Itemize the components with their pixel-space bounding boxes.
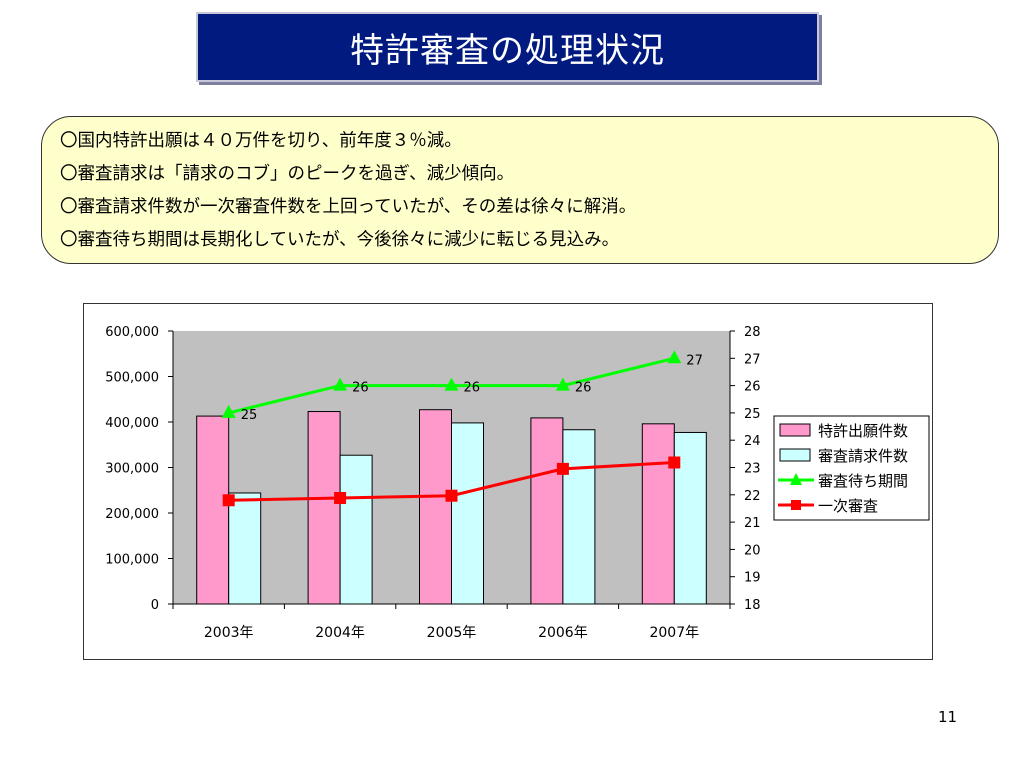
combo-chart: 0 100,000 200,000 300,000 400,000 500,000 600,…	[105, 325, 930, 641]
data-label-wait-period: 26	[575, 381, 592, 396]
x-axis-tick-label: 2007年	[649, 625, 699, 641]
note-line: 〇国内特許出願は４０万件を切り、前年度３％減。	[60, 131, 462, 151]
bar-application	[419, 409, 452, 605]
point-wait-period	[333, 377, 348, 391]
legend-swatch	[779, 448, 811, 462]
legend-label: 審査請求件数	[818, 447, 908, 465]
chart-frame: 0 100,000 200,000 300,000 400,000 500,000 600,…	[83, 303, 933, 660]
point-wait-period	[221, 404, 236, 418]
data-label-wait-period: 26	[464, 381, 481, 396]
point-wait-period	[444, 377, 459, 391]
notes-box: 〇国内特許出願は４０万件を切り、前年度３％減。 〇審査請求は「請求のコブ」のピー…	[41, 116, 999, 264]
data-label-wait-period: 26	[352, 381, 369, 396]
left-axis-tick-label: 0	[151, 598, 159, 613]
right-axis-tick-label: 21	[744, 516, 761, 531]
note-line: 〇審査請求は「請求のコブ」のピークを過ぎ、減少傾向。	[60, 164, 515, 184]
point-wait-period	[667, 350, 682, 364]
bar-request	[339, 454, 373, 605]
legend-label: 審査待ち期間	[818, 472, 908, 490]
data-label-wait-period: 27	[686, 353, 703, 368]
data-label-wait-period: 25	[241, 408, 258, 423]
left-axis-tick-label: 400,000	[105, 416, 159, 431]
right-axis-tick-label: 20	[744, 543, 761, 558]
point-first-exam	[668, 456, 681, 469]
left-axis-tick-label: 300,000	[105, 462, 159, 477]
left-axis-tick-label: 200,000	[105, 507, 159, 522]
page-number: 11	[938, 708, 958, 726]
x-axis-tick-label: 2003年	[204, 625, 254, 641]
point-first-exam	[334, 491, 347, 504]
point-first-exam	[222, 494, 235, 507]
slide-title: 特許審査の処理状況	[196, 12, 819, 82]
legend-marker	[790, 473, 802, 485]
legend-marker	[791, 500, 801, 510]
legend-swatch	[779, 423, 811, 437]
right-axis-tick-label: 28	[744, 325, 761, 340]
bar-application	[641, 423, 675, 605]
left-axis-tick-label: 600,000	[105, 325, 159, 340]
bar-request	[228, 492, 262, 605]
bar-request	[451, 422, 484, 605]
right-axis-tick-label: 25	[744, 407, 761, 422]
right-axis-tick-label: 24	[744, 434, 761, 449]
left-axis-tick-label: 100,000	[105, 553, 159, 568]
bar-application	[307, 411, 341, 605]
right-axis-tick-label: 23	[744, 462, 761, 477]
point-first-exam	[556, 462, 569, 475]
bar-application	[530, 417, 564, 605]
bar-application	[196, 415, 230, 605]
right-axis-tick-label: 19	[744, 571, 761, 586]
right-axis-tick-label: 18	[744, 598, 761, 613]
bar-request	[562, 429, 596, 605]
x-axis-tick-label: 2004年	[315, 625, 365, 641]
point-first-exam	[445, 489, 458, 502]
right-axis-tick-label: 27	[744, 352, 761, 367]
left-axis-tick-label: 500,000	[105, 371, 159, 386]
note-line: 〇審査請求件数が一次審査件数を上回っていたが、その差は徐々に解消。	[60, 197, 637, 217]
x-axis-tick-label: 2006年	[538, 625, 588, 641]
legend-label: 一次審査	[818, 497, 878, 515]
x-axis-tick-label: 2005年	[427, 625, 477, 641]
right-axis-tick-label: 22	[744, 489, 761, 504]
legend-label: 特許出願件数	[818, 422, 908, 440]
note-line: 〇審査待ち期間は長期化していたが、今後徐々に減少に転じる見込み。	[60, 230, 620, 250]
point-wait-period	[555, 377, 570, 391]
right-axis-tick-label: 26	[744, 380, 761, 395]
